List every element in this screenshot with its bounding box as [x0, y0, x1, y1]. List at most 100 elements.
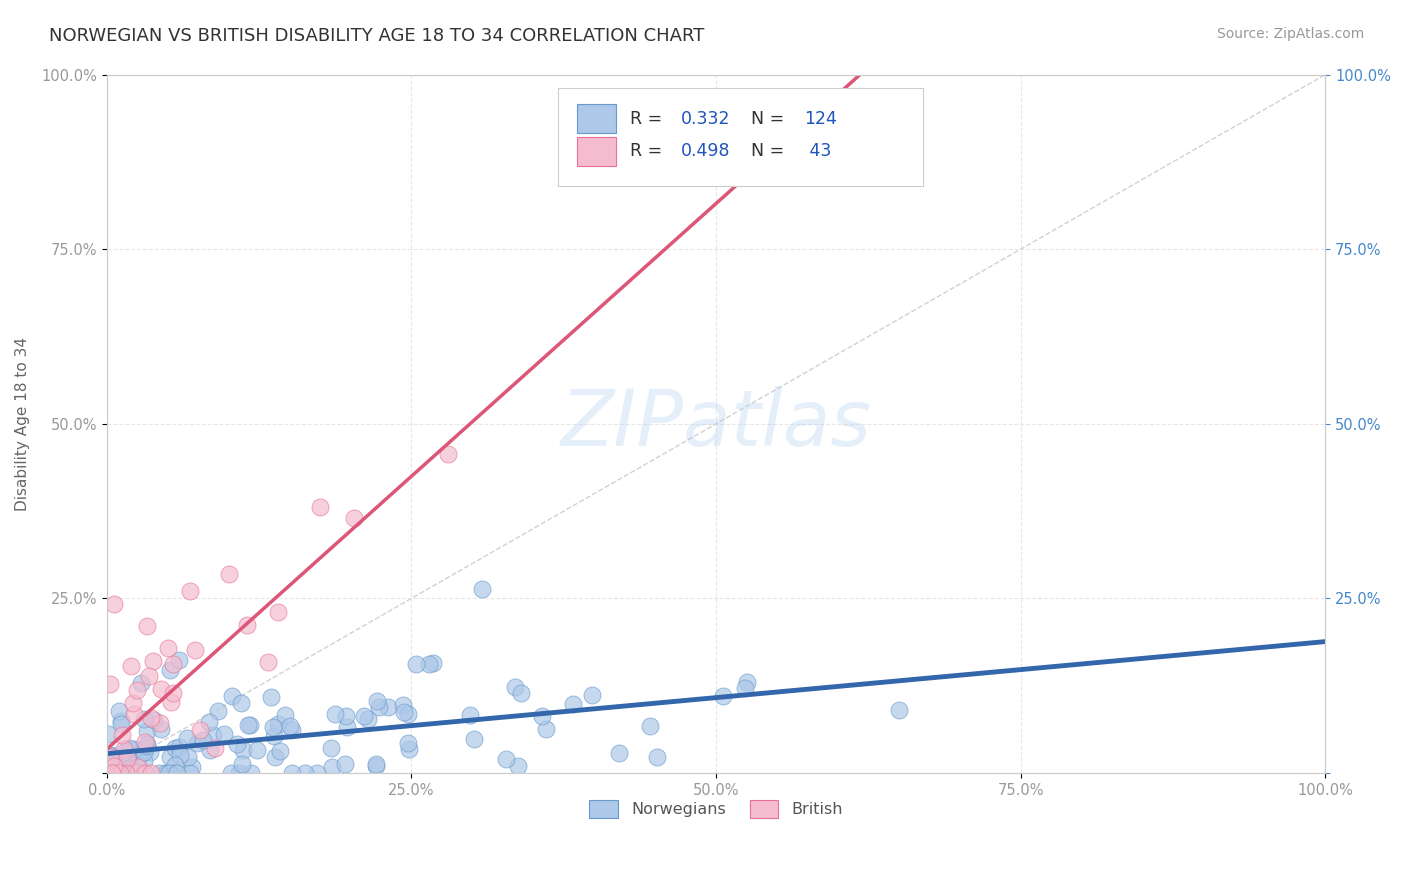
- Point: [343, 510, 366, 524]
- Point: [236, 617, 259, 632]
- Point: [274, 708, 297, 723]
- Point: [118, 741, 141, 756]
- Point: [112, 742, 135, 756]
- Point: [111, 727, 134, 741]
- Point: [294, 766, 316, 780]
- Point: [105, 766, 128, 780]
- Point: [239, 718, 262, 732]
- Point: [887, 702, 910, 716]
- Point: [179, 766, 201, 780]
- Text: R =: R =: [630, 110, 668, 128]
- Point: [398, 742, 420, 756]
- Point: [143, 713, 166, 727]
- Point: [100, 761, 122, 775]
- Point: [114, 751, 136, 765]
- Point: [711, 689, 734, 703]
- Point: [503, 680, 526, 694]
- Point: [405, 657, 427, 672]
- Point: [263, 729, 285, 743]
- Point: [141, 711, 163, 725]
- Point: [163, 740, 186, 755]
- Text: ZIPatlas: ZIPatlas: [561, 386, 872, 462]
- Point: [238, 718, 260, 732]
- Point: [165, 766, 187, 780]
- Point: [232, 742, 254, 756]
- Point: [198, 743, 221, 757]
- Point: [149, 716, 172, 731]
- Point: [176, 731, 198, 745]
- Point: [100, 747, 122, 762]
- Point: [134, 712, 156, 726]
- Point: [112, 745, 135, 759]
- Point: [534, 722, 557, 736]
- Point: [120, 766, 142, 780]
- Point: [471, 582, 494, 597]
- Point: [231, 757, 253, 772]
- Point: [150, 681, 173, 696]
- Point: [100, 766, 122, 780]
- Point: [163, 757, 186, 772]
- Point: [495, 752, 517, 766]
- Point: [167, 740, 190, 755]
- Point: [97, 727, 120, 741]
- Point: [308, 500, 330, 515]
- Point: [142, 654, 165, 668]
- Point: [108, 766, 131, 780]
- Point: [120, 658, 142, 673]
- Point: [125, 682, 148, 697]
- Point: [153, 766, 176, 780]
- Text: 124: 124: [804, 110, 837, 128]
- Point: [319, 741, 342, 756]
- Text: 0.498: 0.498: [681, 143, 730, 161]
- Point: [262, 720, 284, 734]
- Point: [132, 743, 155, 757]
- Point: [257, 655, 280, 669]
- Point: [263, 750, 285, 764]
- Point: [221, 689, 243, 703]
- Text: 43: 43: [804, 143, 831, 161]
- Point: [110, 717, 132, 731]
- Point: [129, 675, 152, 690]
- Point: [353, 709, 375, 723]
- Point: [159, 663, 181, 677]
- Text: N =: N =: [751, 110, 790, 128]
- Point: [132, 755, 155, 769]
- Point: [377, 700, 399, 714]
- Point: [134, 735, 156, 749]
- Point: [368, 700, 391, 714]
- Point: [278, 719, 301, 733]
- Point: [103, 759, 125, 773]
- Point: [418, 657, 440, 672]
- Point: [114, 766, 136, 780]
- Point: [105, 766, 128, 780]
- Point: [122, 706, 145, 721]
- Point: [128, 766, 150, 780]
- FancyBboxPatch shape: [558, 88, 924, 186]
- Point: [162, 766, 184, 780]
- Point: [197, 715, 219, 730]
- Point: [169, 747, 191, 762]
- Point: [240, 766, 263, 780]
- Point: [260, 690, 283, 704]
- Point: [117, 766, 139, 780]
- Point: [135, 618, 157, 632]
- Point: [229, 696, 252, 710]
- Point: [281, 766, 304, 780]
- Point: [392, 698, 415, 712]
- Point: [110, 714, 132, 728]
- Point: [201, 728, 224, 742]
- Point: [127, 760, 149, 774]
- FancyBboxPatch shape: [576, 136, 616, 166]
- Point: [181, 760, 204, 774]
- Point: [127, 766, 149, 780]
- Point: [167, 653, 190, 667]
- Point: [139, 745, 162, 759]
- Point: [179, 584, 201, 599]
- Point: [162, 766, 184, 780]
- Point: [396, 735, 419, 749]
- Point: [366, 757, 388, 772]
- Text: R =: R =: [630, 143, 668, 161]
- Point: [115, 751, 138, 765]
- Point: [117, 762, 139, 776]
- Point: [177, 750, 200, 764]
